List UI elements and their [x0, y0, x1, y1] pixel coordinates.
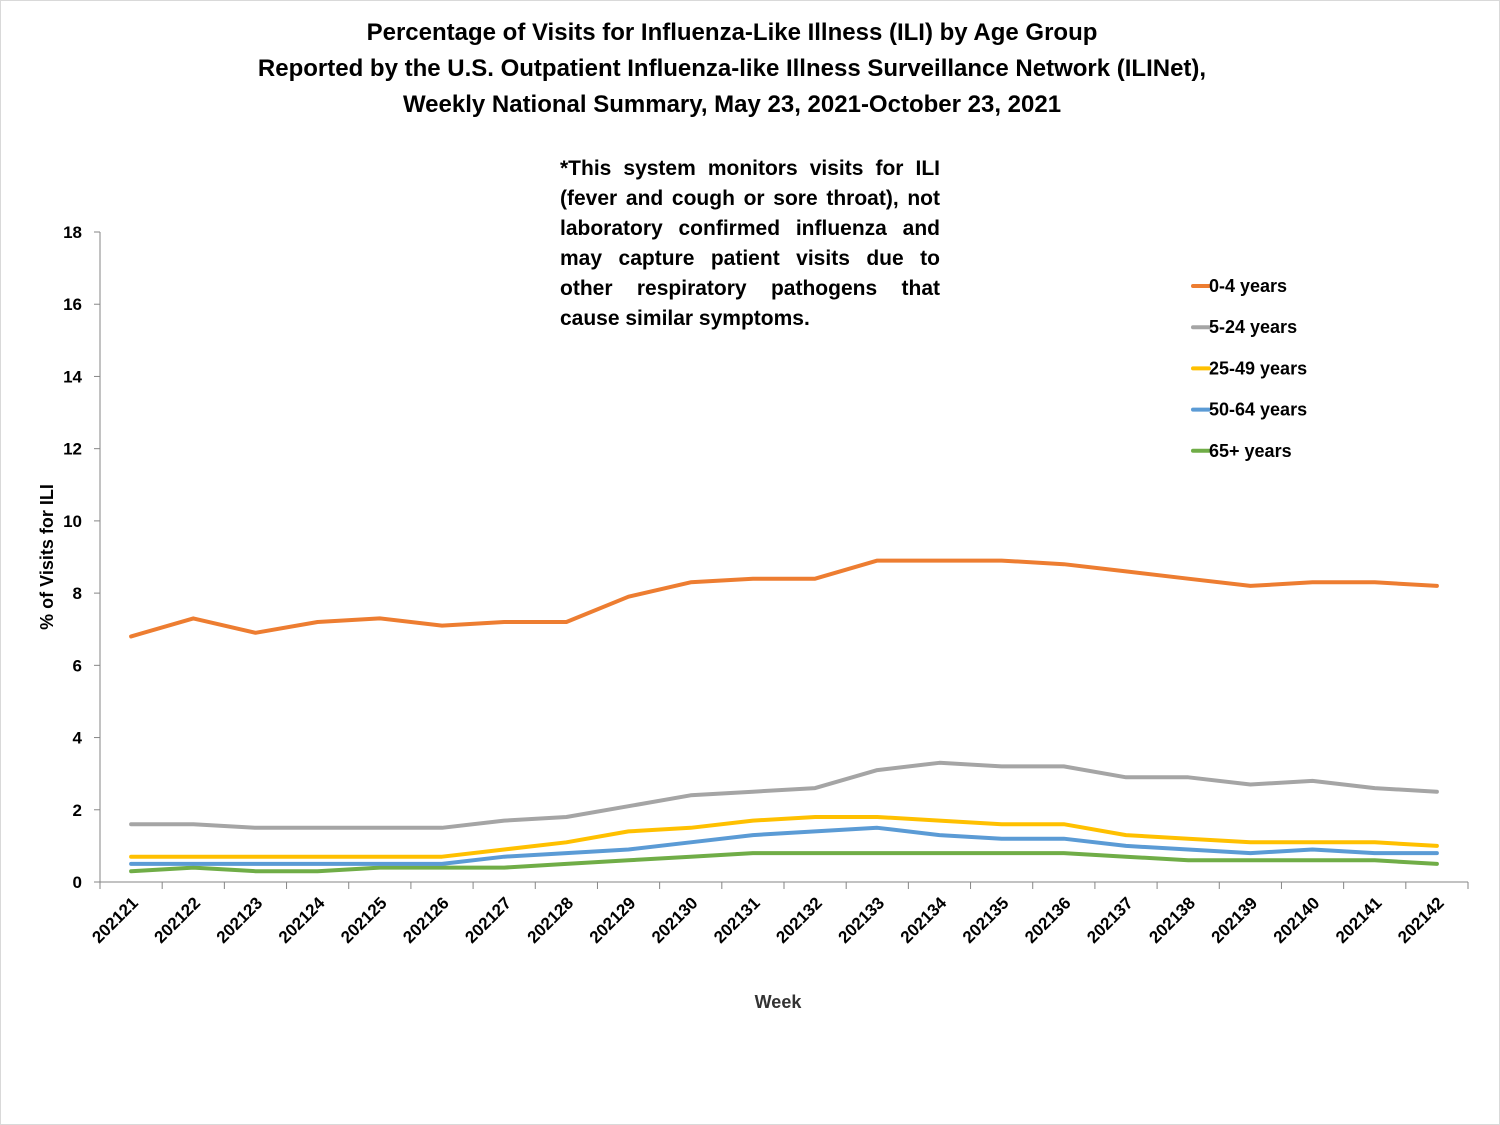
chart-title-line-2: Reported by the U.S. Outpatient Influenz…: [257, 55, 1207, 82]
x-tick-label: 202134: [897, 893, 951, 947]
series-line-50-64-years: [129, 825, 1439, 866]
x-axis-title: Week: [755, 992, 803, 1012]
chart-title-line-1: Percentage of Visits for Influenza-Like …: [366, 19, 1098, 46]
x-tick-label: 202138: [1145, 893, 1199, 947]
x-tick-label: 202139: [1208, 893, 1262, 947]
y-tick-label: 18: [63, 223, 82, 242]
legend-label-65-years: 65+ years: [1209, 441, 1292, 461]
y-tick-label: 14: [63, 367, 82, 386]
x-tick-label: 202122: [151, 893, 205, 947]
y-axis-title: % of Visits for ILI: [37, 484, 57, 630]
y-tick-label: 12: [63, 440, 82, 459]
y-tick-label: 16: [63, 295, 82, 314]
x-tick-label: 202141: [1332, 893, 1386, 947]
y-tick-label: 10: [63, 512, 82, 531]
series-line-0-4-years: [129, 558, 1439, 639]
y-tick-label: 0: [73, 873, 82, 892]
series-line-5-24-years: [129, 760, 1439, 830]
chart-title-line-3: Weekly National Summary, May 23, 2021-Oc…: [402, 91, 1062, 118]
y-tick-label: 4: [73, 729, 83, 748]
x-tick-label: 202126: [399, 893, 453, 947]
series-line-25-49-years: [129, 815, 1439, 859]
x-tick-label: 202137: [1083, 893, 1137, 947]
x-tick-label: 202136: [1021, 893, 1075, 947]
legend-label-50-64-years: 50-64 years: [1209, 400, 1307, 420]
x-tick-label: 202132: [772, 893, 826, 947]
legend-label-25-49-years: 25-49 years: [1209, 358, 1307, 378]
x-tick-label: 202129: [586, 893, 640, 947]
x-tick-label: 202125: [337, 893, 391, 947]
x-tick-label: 202142: [1394, 893, 1448, 947]
x-tick-label: 202127: [461, 893, 515, 947]
annotation-note: *This system monitors visits for ILI (fe…: [560, 157, 940, 330]
x-tick-label: 202128: [524, 893, 578, 947]
x-tick-label: 202130: [648, 893, 702, 947]
x-tick-label: 202121: [88, 893, 142, 947]
series-line-65-years: [129, 851, 1439, 874]
y-tick-label: 6: [73, 656, 82, 675]
legend-label-0-4-years: 0-4 years: [1209, 276, 1287, 296]
x-tick-label: 202135: [959, 893, 1013, 947]
legend-label-5-24-years: 5-24 years: [1209, 317, 1297, 337]
y-tick-label: 2: [73, 801, 82, 820]
x-tick-label: 202124: [275, 893, 329, 947]
x-tick-label: 202123: [213, 893, 267, 947]
x-tick-label: 202140: [1270, 893, 1324, 947]
y-tick-label: 8: [73, 584, 82, 603]
x-tick-label: 202133: [835, 893, 889, 947]
x-tick-label: 202131: [710, 893, 764, 947]
